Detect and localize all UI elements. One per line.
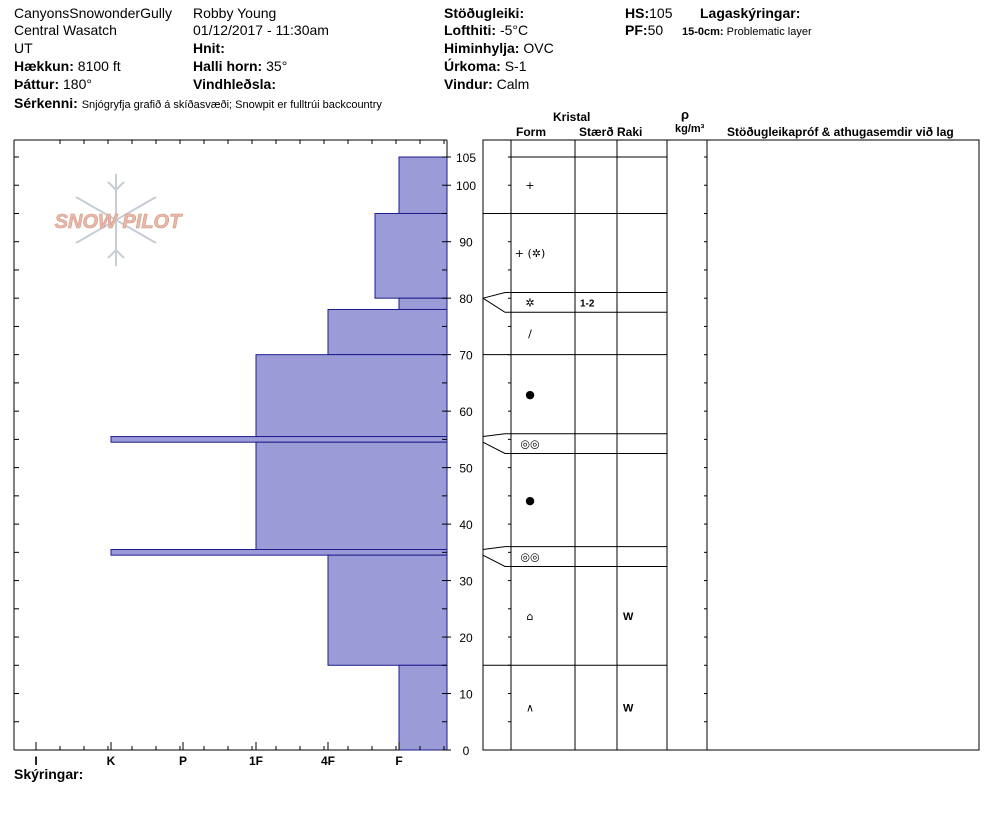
hardness-bar-2 [398, 297, 448, 310]
layer-form-9: ∧ [526, 702, 534, 715]
x-tick-label-K: K [107, 754, 116, 768]
layer-form-7: ◎◎ [520, 551, 539, 564]
hardness-bar-7 [110, 549, 448, 556]
y-tick-label-100: 100 [456, 179, 476, 193]
hardness-bar-4 [255, 354, 448, 438]
elevation: Hækkun: 8100 ft [14, 58, 121, 74]
hardness-bar-3 [327, 308, 448, 356]
layer-connector-1 [482, 292, 511, 299]
svg-text:SNOW PILOT: SNOW PILOT [55, 211, 183, 233]
hardness-bar-9 [398, 664, 448, 751]
air-temp: Lofthiti: -5°C [444, 22, 529, 38]
wind: Vindur: Calm [444, 76, 530, 92]
y-tick-label-90: 90 [459, 236, 473, 250]
layer-connector-2 [482, 297, 511, 313]
y-tick-label-40: 40 [459, 518, 473, 532]
y-tick-label-105: 105 [456, 151, 476, 165]
datetime: 01/12/2017 - 11:30am [193, 22, 329, 38]
col-rho: ρ [681, 107, 690, 122]
layer-note: 15-0cm: Problematic layer [682, 26, 812, 38]
aspect: Þáttur: 180° [14, 76, 92, 92]
x-tick-label-1F: 1F [249, 754, 263, 768]
y-tick-label-10: 10 [459, 688, 473, 702]
layer-form-3: / [528, 327, 532, 340]
coords: Hnit: [193, 40, 225, 56]
layer-connector-7 [482, 554, 511, 567]
y-tick-label-80: 80 [459, 292, 473, 306]
stability: Stöðugleiki: [444, 5, 525, 21]
legend-label: Skýringar: [14, 766, 84, 782]
hardness-bar-6 [255, 441, 448, 551]
col-stability-tests: Stöðugleikapróf & athugasemdir við lag [727, 125, 954, 139]
hardness-bar-8 [327, 554, 448, 666]
layer-form-2: ✲ [525, 296, 534, 309]
y-tick-label-70: 70 [459, 349, 473, 363]
layer-size-2: 1-2 [580, 298, 595, 309]
layer-moisture-9: W [623, 703, 634, 715]
x-tick-label-P: P [179, 754, 187, 768]
y-tick-label-50: 50 [459, 462, 473, 476]
slope-angle: Halli horn: 35° [193, 58, 288, 74]
col-density-unit: kg/m³ [675, 123, 705, 135]
col-size: Stærð [579, 125, 614, 139]
x-tick-label-F: F [395, 754, 402, 768]
col-moisture: Raki [617, 125, 643, 139]
hardness-bar-1 [374, 212, 448, 299]
x-tick-label-4F: 4F [321, 754, 335, 768]
layer-form-1: + (✲) [515, 247, 546, 260]
hardness-bar-0 [398, 156, 448, 214]
hs: HS:105 [625, 5, 673, 21]
y-tick-label-20: 20 [459, 631, 473, 645]
layer-form-4: ● [525, 388, 535, 401]
location-name: CanyonsSnowonderGully [14, 5, 172, 21]
wind-loading: Vindhleðsla: [193, 76, 276, 92]
layer-form-5: ◎◎ [520, 438, 539, 451]
layer-form-8: ⌂ [527, 610, 534, 623]
col-kristal: Kristal [553, 110, 591, 124]
y-tick-label-30: 30 [459, 575, 473, 589]
pf: PF:50 [625, 22, 664, 38]
layer-notes-title: Lagaskýringar: [700, 5, 801, 21]
y-tick-label-0: 0 [463, 744, 470, 758]
layer-table-frame [482, 139, 980, 751]
features: Sérkenni: Snjógryfja grafið á skíðasvæði… [14, 95, 382, 111]
precipitation: Úrkoma: S-1 [444, 58, 527, 74]
layer-form-0: + [525, 179, 534, 192]
range-name: Central Wasatch [14, 22, 117, 38]
layer-connector-5 [482, 441, 511, 454]
layer-connector-4 [482, 433, 511, 438]
sky-cover: Himinhylja: OVC [444, 40, 554, 56]
state-name: UT [14, 40, 33, 56]
snowpilot-logo: SNOW PILOT [54, 174, 183, 266]
observer: Robby Young [193, 5, 277, 21]
layer-moisture-8: W [623, 611, 634, 623]
hardness-bar-5 [110, 436, 448, 443]
layer-form-6: ● [525, 494, 535, 507]
x-tick-label-I: I [34, 754, 37, 768]
col-form: Form [516, 125, 546, 139]
y-tick-label-60: 60 [459, 405, 473, 419]
layer-connector-6 [482, 546, 511, 551]
